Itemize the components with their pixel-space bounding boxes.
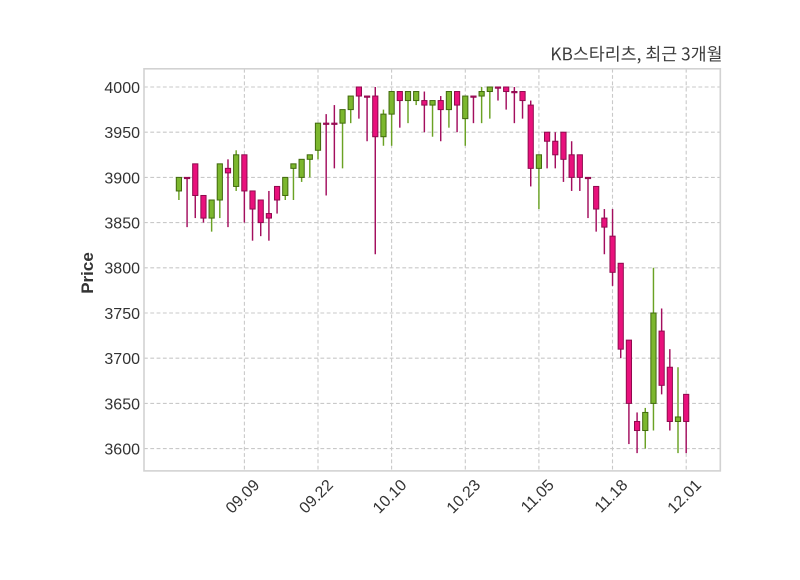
svg-text:3750: 3750 <box>104 306 140 323</box>
svg-text:4000: 4000 <box>104 80 140 97</box>
svg-text:3600: 3600 <box>104 442 140 459</box>
svg-text:3700: 3700 <box>104 351 140 368</box>
svg-text:Price: Price <box>78 252 97 294</box>
svg-text:3950: 3950 <box>104 125 140 142</box>
svg-text:3800: 3800 <box>104 261 140 278</box>
svg-text:3900: 3900 <box>104 170 140 187</box>
svg-text:3650: 3650 <box>104 396 140 413</box>
svg-text:3850: 3850 <box>104 216 140 233</box>
